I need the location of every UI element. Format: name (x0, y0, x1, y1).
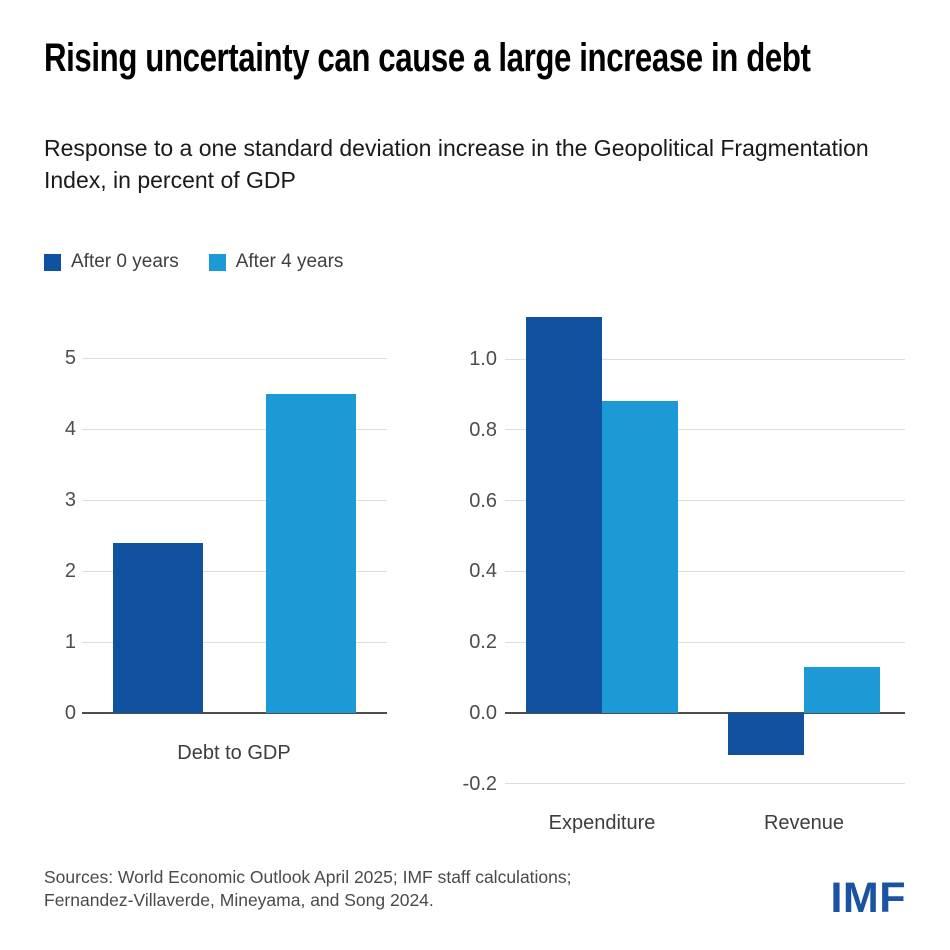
gridline (505, 500, 905, 502)
legend-swatch-dark-blue (44, 253, 61, 271)
gridline (505, 783, 905, 785)
chart-subtitle: Response to a one standard deviation inc… (44, 135, 869, 193)
gridline (505, 358, 905, 360)
gridline (505, 570, 905, 572)
y-axis-tick-label: 0.0 (469, 702, 497, 724)
bar-debt-to-gdp (112, 542, 203, 713)
legend: After 0 years After 4 years (44, 251, 373, 273)
y-axis-tick-label: 0.6 (469, 489, 497, 512)
y-axis-tick-label: 3 (64, 489, 76, 511)
x-axis-line (82, 712, 387, 714)
page-title: Rising uncertainty can cause a large inc… (44, 36, 811, 80)
gridline (82, 357, 387, 359)
y-axis-tick-label: 4 (64, 418, 76, 440)
bar-expenditure (602, 401, 678, 713)
gridline (82, 499, 387, 501)
gridline (82, 641, 387, 643)
gridline (82, 428, 387, 430)
gridline (82, 570, 387, 572)
sources-note: Sources: World Economic Outlook April 20… (44, 866, 684, 912)
y-axis-tick-label: 5 (64, 347, 76, 369)
category-label: Revenue (763, 812, 845, 834)
legend-item-after-4-years: After 4 years (208, 251, 344, 273)
y-axis-tick-label: 2 (64, 560, 76, 582)
y-axis-tick-label: 0.2 (469, 631, 497, 654)
bar-expenditure (526, 316, 602, 713)
y-axis-tick-label: 1 (64, 631, 76, 653)
x-axis-line (505, 712, 905, 714)
imf-logo: IMF (830, 874, 906, 922)
category-label: Expenditure (548, 812, 656, 834)
legend-label: After 0 years (71, 251, 179, 272)
sources-line-1: Sources: World Economic Outlook April 20… (44, 867, 572, 887)
y-axis-tick-label: 0 (64, 702, 76, 724)
bar-debt-to-gdp (265, 393, 356, 713)
sources-line-2: Fernandez-Villaverde, Mineyama, and Song… (44, 890, 434, 910)
bar-revenue (804, 666, 880, 713)
y-axis-tick-label: 0.8 (469, 418, 497, 441)
y-axis-tick-label: 1.0 (469, 348, 497, 370)
gridline (505, 641, 905, 643)
legend-swatch-light-blue (208, 253, 226, 271)
category-label: Debt to GDP (177, 742, 291, 764)
y-axis-tick-label: -0.2 (462, 772, 497, 795)
gridline (505, 429, 905, 431)
legend-item-after-0-years: After 0 years (44, 251, 179, 273)
legend-label: After 4 years (235, 251, 344, 272)
bar-revenue (728, 713, 804, 756)
y-axis-tick-label: 0.4 (469, 560, 497, 583)
